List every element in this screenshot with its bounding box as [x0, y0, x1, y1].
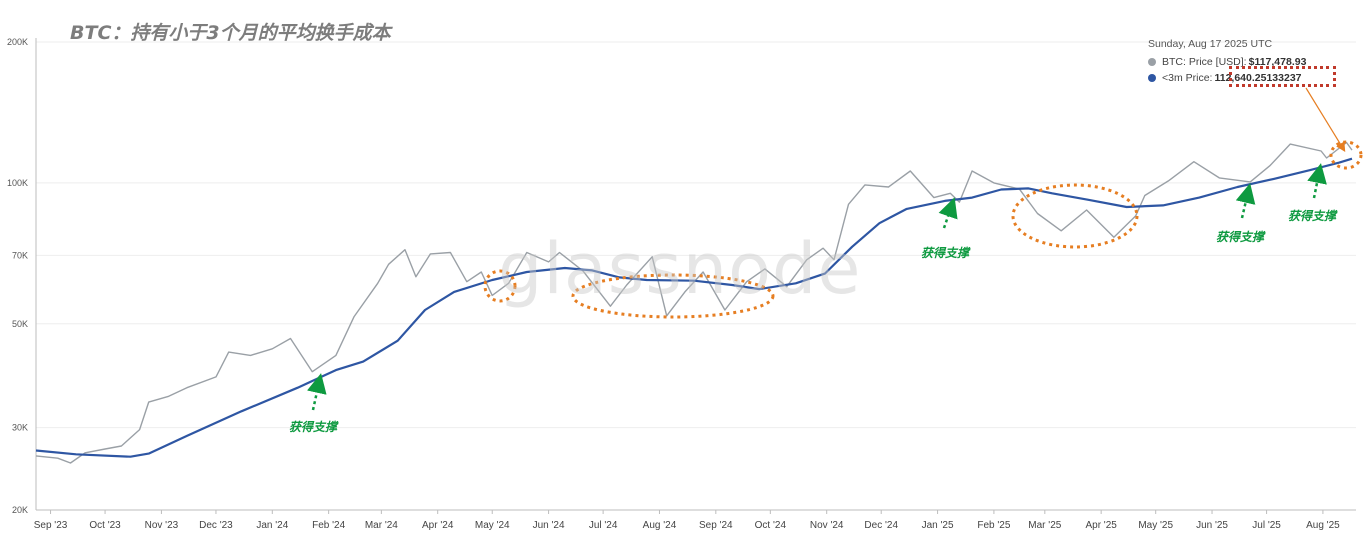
x-tick-label: Dec '23: [199, 520, 233, 531]
y-tick-label: 100K: [7, 178, 28, 188]
x-axis-tick-labels: Sep '23 Oct '23 Nov '23 Dec '23 Jan '24 Feb '…: [34, 510, 1340, 531]
y-axis-tick-labels: 20K 30K 50K 70K 100K 200K: [7, 37, 28, 515]
tooltip-cost-value: 112,640.25133237: [1214, 72, 1302, 84]
x-tick-label: Sep '23: [34, 520, 68, 531]
support-label-2: 获得支撑: [921, 246, 970, 260]
y-tick-label: 20K: [12, 505, 28, 515]
support-arrows: [307, 163, 1327, 411]
x-tick-label: Oct '24: [755, 520, 787, 531]
cost-value-highlight-box: [1229, 66, 1336, 87]
x-tick-label: Nov '24: [810, 520, 844, 531]
highlight-ellipses: [483, 140, 1363, 319]
x-tick-label: Feb '25: [977, 520, 1010, 531]
ellipse-aug25: [1329, 140, 1363, 170]
tooltip-date: Sunday, Aug 17 2025 UTC: [1148, 38, 1273, 50]
support-label-3: 获得支撑: [1216, 230, 1265, 244]
x-tick-label: Apr '24: [422, 520, 454, 531]
ellipse-may24: [483, 269, 517, 303]
ellipse-jul-sep24: [571, 273, 775, 319]
ellipse-mar-apr25: [1011, 183, 1139, 249]
y-tick-label: 70K: [12, 250, 28, 260]
price-dot-icon: [1148, 58, 1156, 66]
y-tick-label: 200K: [7, 37, 28, 47]
tooltip-cost-label: <3m Price:: [1162, 72, 1213, 84]
x-tick-label: Jul '25: [1252, 520, 1281, 531]
tooltip: Sunday, Aug 17 2025 UTC BTC: Price [USD]…: [1148, 38, 1348, 86]
callout-arrow: [1305, 87, 1346, 153]
x-tick-label: Apr '25: [1085, 520, 1117, 531]
x-tick-label: Feb '24: [312, 520, 345, 531]
x-tick-label: Oct '23: [89, 520, 121, 531]
y-tick-label: 50K: [12, 319, 28, 329]
watermark: glassnode: [498, 228, 862, 310]
x-tick-label: Jan '25: [922, 520, 954, 531]
x-tick-label: Mar '25: [1028, 520, 1061, 531]
x-tick-label: Aug '24: [643, 520, 677, 531]
x-tick-label: Mar '24: [365, 520, 398, 531]
support-arrow-4: [1307, 163, 1327, 199]
support-label-4: 获得支撑: [1288, 209, 1337, 223]
x-tick-label: May '25: [1138, 520, 1173, 531]
x-tick-label: Jun '25: [1196, 520, 1228, 531]
support-arrow-3: [1235, 183, 1256, 219]
x-tick-label: Jun '24: [533, 520, 565, 531]
x-tick-label: Jul '24: [589, 520, 618, 531]
support-label-1: 获得支撑: [289, 420, 338, 434]
x-tick-label: Nov '23: [145, 520, 179, 531]
tooltip-price-row: BTC: Price [USD]: $117,478.93: [1148, 54, 1348, 70]
x-tick-label: May '24: [475, 520, 510, 531]
x-tick-label: Sep '24: [699, 520, 733, 531]
tooltip-cost-row: <3m Price: 112,640.25133237: [1148, 70, 1348, 86]
tooltip-price-value: $117,478.93: [1248, 56, 1307, 68]
support-arrow-2: [938, 197, 958, 229]
y-tick-label: 30K: [12, 423, 28, 433]
x-tick-label: Aug '25: [1306, 520, 1340, 531]
support-arrow-1: [307, 373, 327, 411]
cost-dot-icon: [1148, 74, 1156, 82]
x-tick-label: Jan '24: [256, 520, 288, 531]
series-line-price: [35, 141, 1353, 464]
x-tick-label: Dec '24: [864, 520, 898, 531]
tooltip-price-label: BTC: Price [USD]:: [1162, 56, 1247, 68]
chart-title: BTC：持有小于3个月的平均换手成本: [70, 22, 391, 44]
